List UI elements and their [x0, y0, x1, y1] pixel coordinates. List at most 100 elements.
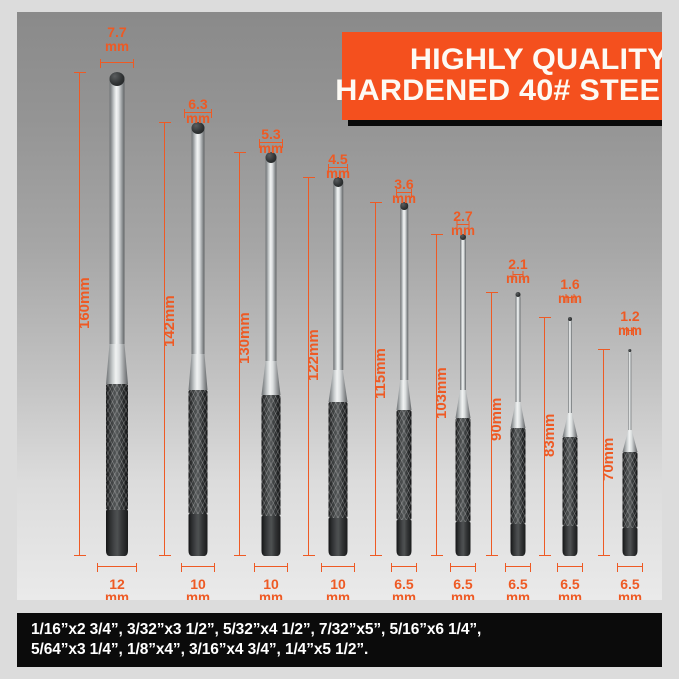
tip-diameter-arrow-icon: [328, 164, 349, 173]
handle-width-arrow-icon: [557, 563, 584, 572]
punch-taper: [328, 370, 348, 402]
handle-width-arrow-icon: [181, 563, 216, 572]
punch-tool: [87, 72, 147, 556]
tip-diameter-arrow-icon: [184, 109, 213, 118]
punch-butt-end: [562, 526, 578, 556]
length-measure-line: [301, 177, 318, 556]
tip-diameter-unit: mm: [450, 222, 476, 238]
tip-diameter-value: 1.2: [620, 308, 640, 324]
punch-tip: [400, 202, 408, 210]
punch-tip: [460, 234, 466, 240]
punch-butt-end: [106, 510, 128, 556]
length-label: 70mm: [600, 437, 617, 481]
tip-diameter-arrow-icon: [456, 221, 470, 230]
handle-width-label: 6.5 mm: [618, 577, 642, 600]
tip-diameter-arrow-icon: [396, 189, 413, 198]
handle-width-label: 10 mm: [259, 577, 283, 600]
handle-width-unit: mm: [391, 590, 417, 600]
punch-tool: [241, 152, 301, 556]
length-measure-line: [232, 152, 249, 556]
handle-width-value: 6.5: [394, 576, 414, 592]
punch-tool: [168, 122, 228, 556]
punch-knurled-grip: [188, 390, 208, 514]
handle-width-arrow-icon: [321, 563, 356, 572]
handle-width-label: 6.5 mm: [451, 577, 475, 600]
tip-diameter-unit: mm: [325, 165, 351, 181]
handle-width-value: 6.5: [508, 576, 528, 592]
punch-butt-end: [261, 516, 281, 556]
punch-tool: [540, 317, 600, 556]
handle-width-arrow-icon: [617, 563, 644, 572]
handle-width-unit: mm: [617, 590, 643, 600]
tip-diameter-unit: mm: [391, 190, 417, 206]
tip-diameter-unit: mm: [557, 290, 583, 306]
length-measure-line: [484, 292, 501, 556]
handle-width-unit: mm: [104, 590, 130, 600]
punch-shaft: [515, 292, 521, 402]
punch-butt-end: [188, 514, 208, 556]
tip-diameter-label: 1.2 mm: [618, 308, 642, 337]
punch-shaft: [628, 349, 632, 430]
tip-diameter-label: 4.5 mm: [325, 151, 351, 181]
handle-width-label: 6.5 mm: [392, 577, 416, 600]
handle-width-unit: mm: [325, 590, 351, 600]
punch-taper: [261, 361, 281, 395]
handle-width-label: 6.5 mm: [558, 577, 582, 600]
punch-tip: [515, 292, 521, 297]
punch-knurled-grip: [455, 418, 471, 522]
length-measure-line: [429, 234, 446, 556]
tip-diameter-value: 2.7: [453, 208, 473, 224]
punch-taper: [510, 402, 526, 428]
punch-knurled-grip: [622, 452, 638, 528]
punch-knurled-grip: [562, 437, 578, 526]
length-label: 83mm: [541, 413, 558, 457]
punch-tip: [265, 152, 277, 163]
tip-diameter-unit: mm: [258, 140, 284, 156]
punch-tip: [568, 317, 572, 321]
punch-taper: [188, 354, 208, 390]
handle-width-value: 10: [190, 576, 206, 592]
caption-line-2: 5/64”x3 1/4”, 1/8”x4”, 3/16”x4 3/4”, 1/4…: [31, 641, 369, 658]
handle-width-unit: mm: [258, 590, 284, 600]
tip-diameter-label: 6.3 mm: [186, 96, 210, 125]
handle-width-value: 10: [263, 576, 279, 592]
punch-butt-end: [328, 518, 348, 556]
tip-diameter-value: 3.6: [394, 176, 414, 192]
punch-shaft: [109, 72, 125, 344]
title-banner: HIGHLY QUALITY HARDENED 40# STEEL: [335, 32, 662, 120]
handle-width-unit: mm: [505, 590, 531, 600]
tip-diameter-arrow-icon: [626, 327, 634, 336]
handle-width-label: 12 mm: [105, 577, 129, 600]
tip-diameter-value: 6.3: [188, 96, 208, 112]
handle-width-value: 10: [330, 576, 346, 592]
punch-shaft: [333, 177, 343, 370]
punch-tool: [374, 202, 434, 556]
tip-diameter-arrow-icon: [100, 59, 135, 68]
punch-knurled-grip: [106, 384, 128, 510]
punch-tool: [308, 177, 368, 556]
length-label: 130mm: [236, 312, 253, 364]
tip-diameter-label: 3.6 mm: [391, 176, 417, 206]
handle-width-label: 10 mm: [186, 577, 210, 600]
punch-butt-end: [622, 528, 638, 556]
punch-tip: [333, 177, 343, 187]
length-label: 142mm: [161, 295, 178, 347]
length-label: 115mm: [372, 348, 389, 399]
punch-taper: [106, 344, 128, 384]
length-measure-line: [368, 202, 385, 556]
handle-width-label: 10 mm: [326, 577, 350, 600]
punch-tip: [628, 349, 632, 352]
tip-diameter-arrow-icon: [259, 139, 284, 148]
handle-width-label: 6.5 mm: [506, 577, 530, 600]
punch-taper: [622, 430, 638, 452]
tip-diameter-value: 4.5: [328, 151, 348, 167]
tip-diameter-value: 5.3: [261, 126, 281, 142]
title-line-2: HARDENED 40# STEEL: [335, 74, 662, 107]
punch-knurled-grip: [328, 402, 348, 518]
punch-butt-end: [455, 522, 471, 556]
tip-diameter-unit: mm: [104, 38, 130, 54]
tip-diameter-arrow-icon: [565, 294, 575, 303]
length-measure-line: [157, 122, 174, 556]
punch-taper: [562, 413, 578, 437]
